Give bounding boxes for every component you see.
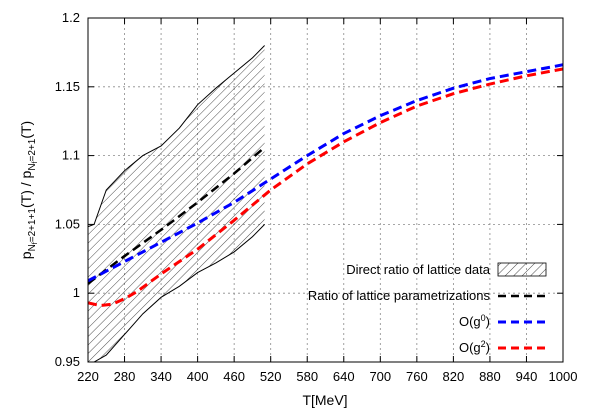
y-label-num-sub-tail: =2+1+1 — [27, 208, 38, 243]
y-label-den-sub-main: N — [27, 163, 38, 170]
y-label-den-arg: (T) — [18, 121, 34, 139]
y-label-den-sub-tail: =2+1 — [27, 138, 38, 161]
legend-entry-parametrizations: Ratio of lattice parametrizations — [308, 288, 546, 303]
y-label-num-main: p — [18, 251, 34, 259]
axis-ticks — [87, 17, 564, 363]
y-tick-label: 1.15 — [55, 79, 80, 94]
legend-label-lattice-data: Direct ratio of lattice data — [346, 262, 491, 277]
x-axis-label: T[MeV] — [302, 392, 347, 408]
y-axis-label: pNf=2+1+1(T) / pNf=2+1(T) — [18, 121, 39, 259]
y-label-num-sub-main: N — [27, 244, 38, 251]
legend-swatch-lattice-data — [497, 262, 547, 277]
legend-label-parametrizations: Ratio of lattice parametrizations — [308, 288, 491, 303]
x-tick-label: 1000 — [549, 369, 578, 384]
lattice-data-band-upper-edge — [88, 45, 265, 228]
y-tick-label: 1.05 — [55, 216, 80, 231]
series-layer — [88, 63, 563, 308]
x-tick-label: 520 — [260, 369, 282, 384]
x-tick-label: 940 — [516, 369, 538, 384]
x-tick-label: 880 — [479, 369, 501, 384]
legend-label-o-g2: O(g2) — [459, 339, 490, 355]
y-tick-label: 1.2 — [62, 10, 80, 25]
x-tick-label: 340 — [150, 369, 172, 384]
y-tick-label: 1 — [73, 285, 80, 300]
x-tick-label: 820 — [443, 369, 465, 384]
x-tick-labels: 220 280 340 400 460 520 580 640 700 760 820 880 940 1… — [77, 369, 577, 384]
x-tick-label: 460 — [223, 369, 245, 384]
x-tick-label: 700 — [369, 369, 391, 384]
series-o-g0 — [88, 63, 563, 283]
legend: Direct ratio of lattice data Ratio of la… — [308, 262, 547, 355]
y-label-num-sub-sub: f — [32, 242, 39, 244]
lattice-data-band-lower-edge — [93, 224, 265, 362]
legend-label-o-g0: O(g0) — [459, 313, 490, 329]
lattice-data-band — [88, 45, 265, 362]
y-tick-labels: 0.95 1 1.05 1.1 1.15 1.2 — [55, 10, 80, 369]
x-tick-label: 640 — [333, 369, 355, 384]
y-tick-label: 1.1 — [62, 148, 80, 163]
x-tick-label: 760 — [406, 369, 428, 384]
x-tick-label: 580 — [296, 369, 318, 384]
y-tick-label: 0.95 — [55, 354, 80, 369]
x-tick-label: 280 — [114, 369, 136, 384]
y-label-den-sub-sub: f — [32, 161, 39, 163]
legend-entry-o-g2: O(g2) — [459, 339, 546, 355]
legend-entry-o-g0: O(g0) — [459, 313, 546, 329]
y-label-num-arg: (T) / p — [18, 170, 34, 208]
plot-frame — [87, 17, 564, 363]
legend-entry-lattice-data: Direct ratio of lattice data — [346, 262, 547, 277]
series-lattice-parametrizations — [88, 146, 266, 285]
series-o-g2 — [88, 67, 563, 308]
x-tick-label: 400 — [187, 369, 209, 384]
x-tick-label: 220 — [77, 369, 99, 384]
